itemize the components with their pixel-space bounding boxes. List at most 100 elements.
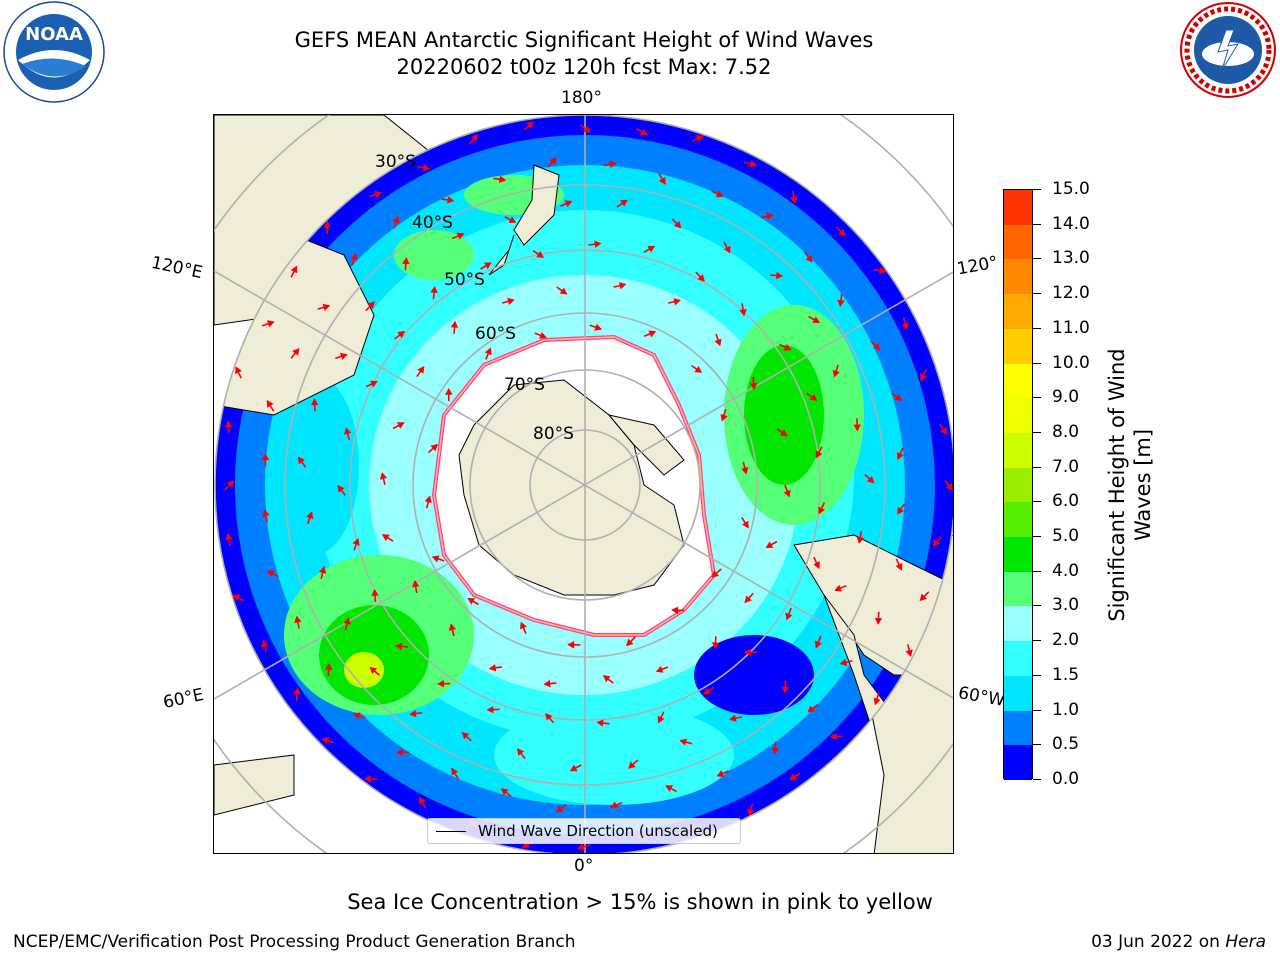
colorbar-segment <box>1004 294 1032 330</box>
wave-arrow-head <box>293 687 301 695</box>
colorbar-tick-label: 2.0 <box>1052 630 1080 651</box>
colorbar-tick-label: 13.0 <box>1052 248 1090 269</box>
wave-arrow-head <box>543 679 551 688</box>
lon-label-60w: 60°W <box>956 683 1007 711</box>
colorbar-title-line2: Waves [m] <box>1131 428 1155 542</box>
lat-label-80s: 80°S <box>533 424 574 444</box>
wave-arrow-head <box>232 594 241 602</box>
wave-arrow-head <box>626 638 634 647</box>
colorbar-tick-label: 0.0 <box>1052 769 1080 789</box>
wave-arrow-head <box>500 788 509 796</box>
colorbar-tick-label: 15.0 <box>1052 179 1090 199</box>
wave-arrow-head <box>350 252 358 261</box>
lon-label-180: 180° <box>561 88 602 108</box>
wave-arrow-head <box>321 737 330 745</box>
wave-arrow-head <box>516 748 525 756</box>
wave-arrow-head <box>594 323 602 331</box>
wave-arrow-head <box>628 761 636 769</box>
wave-arrow-head <box>266 320 275 328</box>
wave-arrow-head <box>322 303 331 311</box>
wave-arrow-head <box>343 617 351 625</box>
wave-arrow-head <box>920 373 927 382</box>
wave-arrow-head <box>379 472 388 480</box>
wave-arrow-head <box>424 495 432 504</box>
colorbar-tick-label: 6.0 <box>1052 491 1080 512</box>
map-canvas <box>214 115 953 853</box>
wave-arrow-head <box>749 160 757 168</box>
wave-arrow-head <box>741 520 749 529</box>
wave-arrow-head <box>747 808 755 817</box>
wave-arrow-head <box>809 393 818 401</box>
wave-arrow-head <box>647 245 656 253</box>
wave-arrow-head <box>352 538 360 546</box>
footer-date-text: 03 Jun 2022 on <box>1091 932 1226 952</box>
wave-arrow-head <box>807 705 816 713</box>
wave-arrow-head <box>602 675 611 683</box>
wave-arrow-head <box>620 199 628 207</box>
wave-arrow-head <box>856 536 864 544</box>
wave-arrow-head <box>945 483 953 491</box>
wave-arrow-head <box>337 484 345 493</box>
wave-arrow-head <box>451 767 459 776</box>
wave-arrow-head <box>559 287 568 295</box>
colorbar-segment <box>1004 398 1032 434</box>
wave-arrow-head <box>919 593 927 602</box>
wave-arrow-head <box>484 347 492 356</box>
colorbar-tick-label: 7.0 <box>1052 456 1080 477</box>
wave-arrow-head <box>657 715 665 724</box>
wave-arrow-head <box>261 639 269 648</box>
wave-arrow-head <box>744 648 751 657</box>
footer-credit: NCEP/EMC/Verification Post Processing Pr… <box>13 932 576 952</box>
wave-arrow-head <box>235 366 242 375</box>
wave-arrow-head <box>658 177 666 185</box>
wave-arrow-head <box>526 121 534 129</box>
wave-arrow-head <box>564 200 573 208</box>
colorbar-tick <box>1033 709 1041 711</box>
wave-arrow-head <box>392 216 400 224</box>
wave-arrow-head <box>832 369 840 378</box>
wave-arrow-head <box>814 640 822 649</box>
wave-arrow-head <box>749 383 758 391</box>
colorbar-segment <box>1004 328 1032 365</box>
wave-arrow-head <box>382 534 390 542</box>
wave-arrow-head <box>498 175 507 183</box>
wave-arrow-head <box>325 663 333 671</box>
wave-arrow-head <box>352 712 361 720</box>
wave-arrow-head <box>837 299 845 307</box>
wave-arrow-head <box>306 511 314 520</box>
wave-arrow-head <box>711 570 720 578</box>
colorbar-tick <box>1033 570 1041 572</box>
wave-arrow-head <box>665 785 674 792</box>
colorbar-segment <box>1004 675 1032 712</box>
wave-arrow-head <box>729 714 737 722</box>
colorbar-segment <box>1004 224 1032 260</box>
wave-arrow-head <box>261 453 270 461</box>
wave-arrow-head <box>297 456 305 465</box>
wave-arrow-head <box>448 623 457 631</box>
wave-arrow-head <box>484 262 492 270</box>
colorbar-tick-label: 5.0 <box>1052 526 1080 547</box>
lat-label-70s: 70°S <box>504 375 545 395</box>
wave-arrow-head <box>450 320 459 328</box>
colorbar-tick <box>1033 189 1041 190</box>
wave-arrow-head <box>318 566 327 574</box>
lon-label-0: 0° <box>574 856 594 876</box>
wave-arrow-head <box>714 338 722 347</box>
wave-arrow-head <box>897 506 905 515</box>
colorbar-tick-label: 1.5 <box>1052 664 1080 685</box>
wave-arrow-head <box>225 533 233 541</box>
wave-arrow-head <box>344 427 352 435</box>
wave-arrow-head <box>695 135 704 142</box>
colorbar-segment <box>1004 432 1032 469</box>
wave-arrow-head <box>470 134 479 142</box>
wave-arrow-head <box>290 265 298 274</box>
wave-arrow-head <box>536 251 544 258</box>
wave-arrow-head <box>522 841 530 849</box>
wave-arrow-head <box>396 422 405 429</box>
wave-arrow-head <box>507 297 515 306</box>
wave-arrow-head <box>556 805 564 813</box>
wave-arrow-head <box>829 732 837 741</box>
footer-host: Hera <box>1225 932 1266 952</box>
colorbar-tick <box>1033 744 1041 746</box>
wave-arrow-head <box>776 271 784 280</box>
